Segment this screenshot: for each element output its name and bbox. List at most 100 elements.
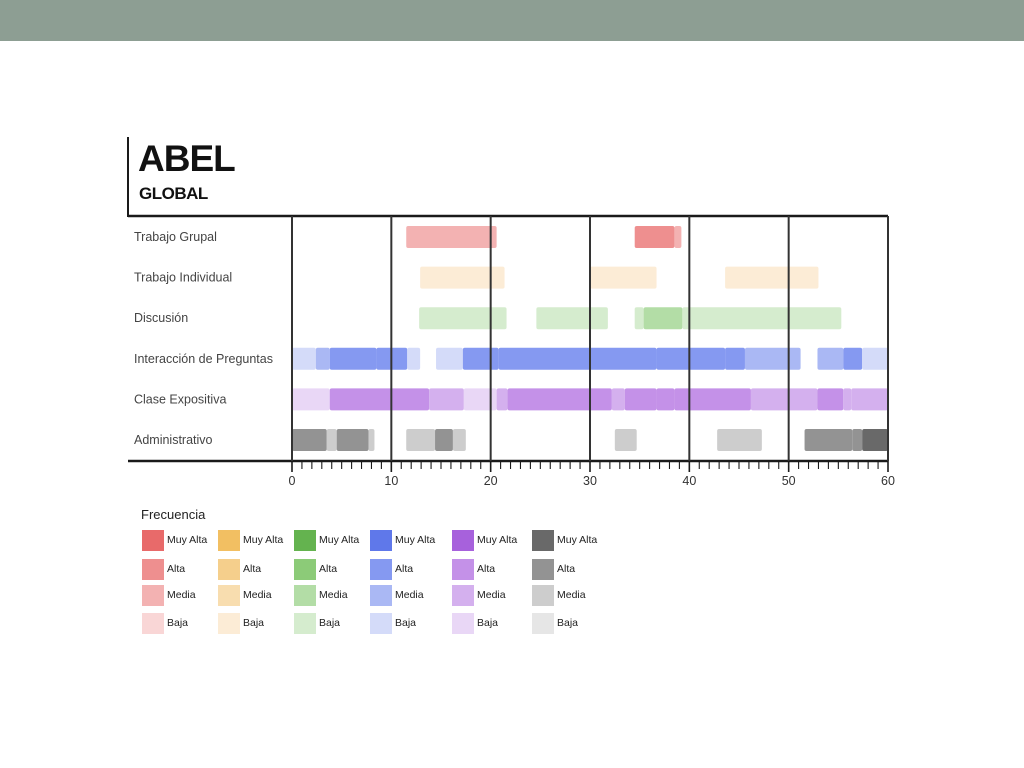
x-tick-label: 30 xyxy=(583,474,597,488)
legend-label: Muy Alta xyxy=(243,534,284,546)
legend-swatch xyxy=(370,559,392,580)
timeline-bar xyxy=(419,307,507,330)
timeline-bar xyxy=(292,347,316,370)
legend-swatch xyxy=(294,530,316,551)
x-tick-label: 10 xyxy=(384,474,398,488)
legend-swatch xyxy=(370,530,392,551)
legend-swatch xyxy=(532,613,554,634)
timeline-bar xyxy=(292,388,330,411)
legend-label: Alta xyxy=(319,563,338,575)
legend-swatch xyxy=(142,585,164,606)
legend-label: Media xyxy=(167,589,196,601)
timeline-bar xyxy=(329,388,430,411)
legend-label: Media xyxy=(477,589,506,601)
x-tick-label: 40 xyxy=(682,474,696,488)
timeline-bar xyxy=(536,307,608,330)
timeline-bar xyxy=(725,347,745,370)
x-tick-label: 0 xyxy=(289,474,296,488)
timeline-bar xyxy=(843,388,852,411)
timeline-bar xyxy=(817,347,844,370)
legend-swatch xyxy=(452,530,474,551)
timeline-bar xyxy=(634,307,644,330)
chart-title: ABEL xyxy=(138,138,236,179)
legend-swatch xyxy=(532,559,554,580)
timeline-bar xyxy=(634,226,675,248)
legend-label: Alta xyxy=(477,563,496,575)
x-tick-label: 60 xyxy=(881,474,895,488)
legend-label: Baja xyxy=(167,617,189,629)
timeline-bar xyxy=(614,429,637,451)
timeline-bar xyxy=(862,347,888,370)
chart-subtitle: GLOBAL xyxy=(139,184,208,203)
timeline-bar xyxy=(496,388,508,411)
legend-label: Alta xyxy=(395,563,414,575)
legend-label: Media xyxy=(319,589,348,601)
legend-label: Baja xyxy=(319,617,341,629)
legend-swatch xyxy=(294,613,316,634)
timeline-bar xyxy=(852,429,863,451)
title-rule xyxy=(127,137,129,217)
timeline-bar xyxy=(435,429,453,451)
timeline-bar xyxy=(406,429,436,451)
legend-swatch xyxy=(532,530,554,551)
legend-swatch xyxy=(294,585,316,606)
legend-label: Baja xyxy=(477,617,499,629)
timeline-bar xyxy=(507,388,612,411)
category-label: Administrativo xyxy=(134,433,213,447)
legend-swatch xyxy=(218,613,240,634)
timeline-bar xyxy=(329,347,377,370)
timeline-bar xyxy=(590,266,657,289)
top-band xyxy=(0,0,1024,41)
timeline-bar xyxy=(326,429,337,451)
timeline-bar xyxy=(611,388,625,411)
x-tick-label: 20 xyxy=(484,474,498,488)
legend-swatch xyxy=(532,585,554,606)
timeline-bar xyxy=(804,429,853,451)
legend-label: Muy Alta xyxy=(395,534,436,546)
legend-label: Baja xyxy=(557,617,579,629)
legend-swatch xyxy=(142,613,164,634)
legend-label: Media xyxy=(243,589,272,601)
legend-swatch xyxy=(218,585,240,606)
legend-swatch xyxy=(142,559,164,580)
legend-label: Alta xyxy=(243,563,262,575)
timeline-bar xyxy=(656,347,726,370)
timeline-bar xyxy=(463,388,497,411)
legend-label: Muy Alta xyxy=(557,534,598,546)
timeline-bar xyxy=(407,347,421,370)
legend-title: Frecuencia xyxy=(141,507,206,522)
legend-label: Baja xyxy=(395,617,417,629)
legend-swatch xyxy=(294,559,316,580)
legend-swatch xyxy=(452,585,474,606)
timeline-bar xyxy=(656,388,675,411)
legend-label: Media xyxy=(557,589,586,601)
legend-label: Alta xyxy=(557,563,576,575)
timeline-bar xyxy=(462,347,499,370)
timeline-bar xyxy=(725,266,819,289)
timeline-bar xyxy=(420,266,505,289)
category-label: Trabajo Grupal xyxy=(134,230,217,244)
timeline-bar xyxy=(817,388,844,411)
timeline-bar xyxy=(750,388,818,411)
legend-swatch xyxy=(452,559,474,580)
timeline-bar xyxy=(717,429,762,451)
legend-label: Muy Alta xyxy=(477,534,518,546)
timeline-bar xyxy=(624,388,657,411)
legend-label: Baja xyxy=(243,617,265,629)
legend-swatch xyxy=(218,559,240,580)
timeline-bar xyxy=(429,388,464,411)
timeline-bar xyxy=(368,429,375,451)
legend-label: Alta xyxy=(167,563,186,575)
timeline-bar xyxy=(336,429,369,451)
timeline-bar xyxy=(862,429,888,451)
timeline-bar xyxy=(498,347,657,370)
timeline-bar xyxy=(851,388,888,411)
legend-label: Muy Alta xyxy=(167,534,208,546)
legend-swatch xyxy=(218,530,240,551)
timeline-bar xyxy=(674,388,751,411)
category-label: Discusión xyxy=(134,311,188,325)
timeline-bar xyxy=(292,429,327,451)
category-label: Clase Expositiva xyxy=(134,392,226,406)
legend-swatch xyxy=(452,613,474,634)
